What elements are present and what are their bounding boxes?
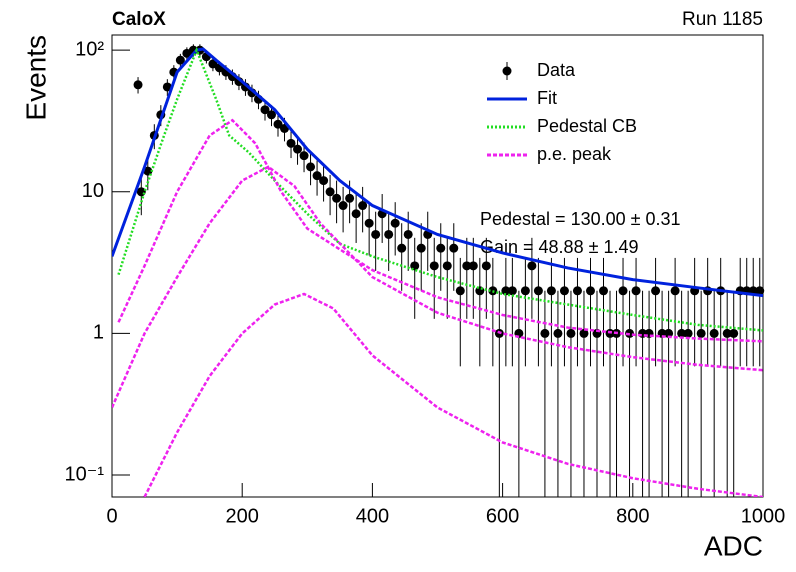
y-axis-label: Events <box>20 35 51 121</box>
curve <box>112 47 763 298</box>
data-point <box>390 218 400 228</box>
data-point <box>306 162 316 172</box>
data-point <box>143 166 153 176</box>
data-point <box>397 243 407 253</box>
data-point <box>722 328 732 338</box>
data-point <box>631 286 641 296</box>
x-tick-label: 800 <box>616 505 649 527</box>
data-point <box>351 209 361 219</box>
data-point <box>286 138 296 148</box>
data-point <box>325 187 335 197</box>
data-point <box>260 105 270 115</box>
legend-label: Data <box>537 60 576 80</box>
data-point <box>566 328 576 338</box>
data-point <box>208 59 218 69</box>
annotation: Gain = 48.88 ± 1.49 <box>480 237 639 257</box>
data-point <box>384 229 394 239</box>
chart-subtitle: Run 1185 <box>682 9 763 30</box>
curve <box>117 46 763 332</box>
data-point <box>559 286 569 296</box>
plot-frame <box>111 34 764 498</box>
data-point <box>755 286 765 296</box>
data-point <box>520 286 530 296</box>
data-point <box>501 286 511 296</box>
data-point <box>449 243 459 253</box>
x-tick-label: 1000 <box>741 505 786 527</box>
curve <box>117 118 763 343</box>
y-tick-label: 10⁻¹ <box>65 463 105 485</box>
data-point <box>683 328 693 338</box>
data-point <box>273 119 283 129</box>
data-point <box>677 328 687 338</box>
data-point <box>709 328 719 338</box>
data-point <box>416 243 426 253</box>
data-point <box>293 144 303 154</box>
data-point <box>319 176 329 186</box>
data-point <box>599 286 609 296</box>
data-point <box>403 229 413 239</box>
data-point <box>664 328 674 338</box>
data-point <box>533 286 543 296</box>
legend-label: p.e. peak <box>537 144 612 164</box>
data-point <box>572 286 582 296</box>
data-point <box>585 286 595 296</box>
data-point <box>175 55 185 65</box>
data-point <box>455 286 465 296</box>
y-tick-label: 10² <box>75 38 104 60</box>
data-point <box>462 261 472 271</box>
data-point <box>442 261 452 271</box>
chart-title: CaloX <box>112 9 166 30</box>
data-point <box>481 261 491 271</box>
x-axis-label: ADC <box>704 530 763 561</box>
x-tick-label: 600 <box>486 505 519 527</box>
data-point <box>429 261 439 271</box>
legend-label: Pedestal CB <box>537 116 637 136</box>
data-point <box>364 218 374 228</box>
data-point <box>468 261 478 271</box>
data-point <box>299 151 309 161</box>
data-point <box>527 261 537 271</box>
data-point <box>546 286 556 296</box>
data-point <box>371 229 381 239</box>
data-point <box>553 328 563 338</box>
data-point <box>266 110 276 120</box>
curve <box>112 165 763 408</box>
data-point <box>345 193 355 203</box>
data-point <box>507 286 517 296</box>
data-point <box>312 171 322 181</box>
curve <box>143 292 763 497</box>
data-point <box>338 201 348 211</box>
data-point <box>579 328 589 338</box>
legend-swatch <box>502 66 512 76</box>
y-tick-label: 1 <box>93 322 104 344</box>
data-point <box>162 82 172 92</box>
data-point <box>670 286 680 296</box>
data-point <box>332 193 342 203</box>
data-point <box>358 201 368 211</box>
data-point <box>133 80 143 90</box>
data-point <box>651 286 661 296</box>
data-point <box>618 286 628 296</box>
data-point <box>696 328 706 338</box>
legend-label: Fit <box>537 88 557 108</box>
x-tick-label: 0 <box>106 505 117 527</box>
annotation: Pedestal = 130.00 ± 0.31 <box>480 209 681 229</box>
x-tick-label: 200 <box>226 505 259 527</box>
data-point <box>540 328 550 338</box>
y-tick-label: 10 <box>82 180 104 202</box>
data-point <box>436 243 446 253</box>
x-tick-label: 400 <box>356 505 389 527</box>
data-point <box>729 328 739 338</box>
